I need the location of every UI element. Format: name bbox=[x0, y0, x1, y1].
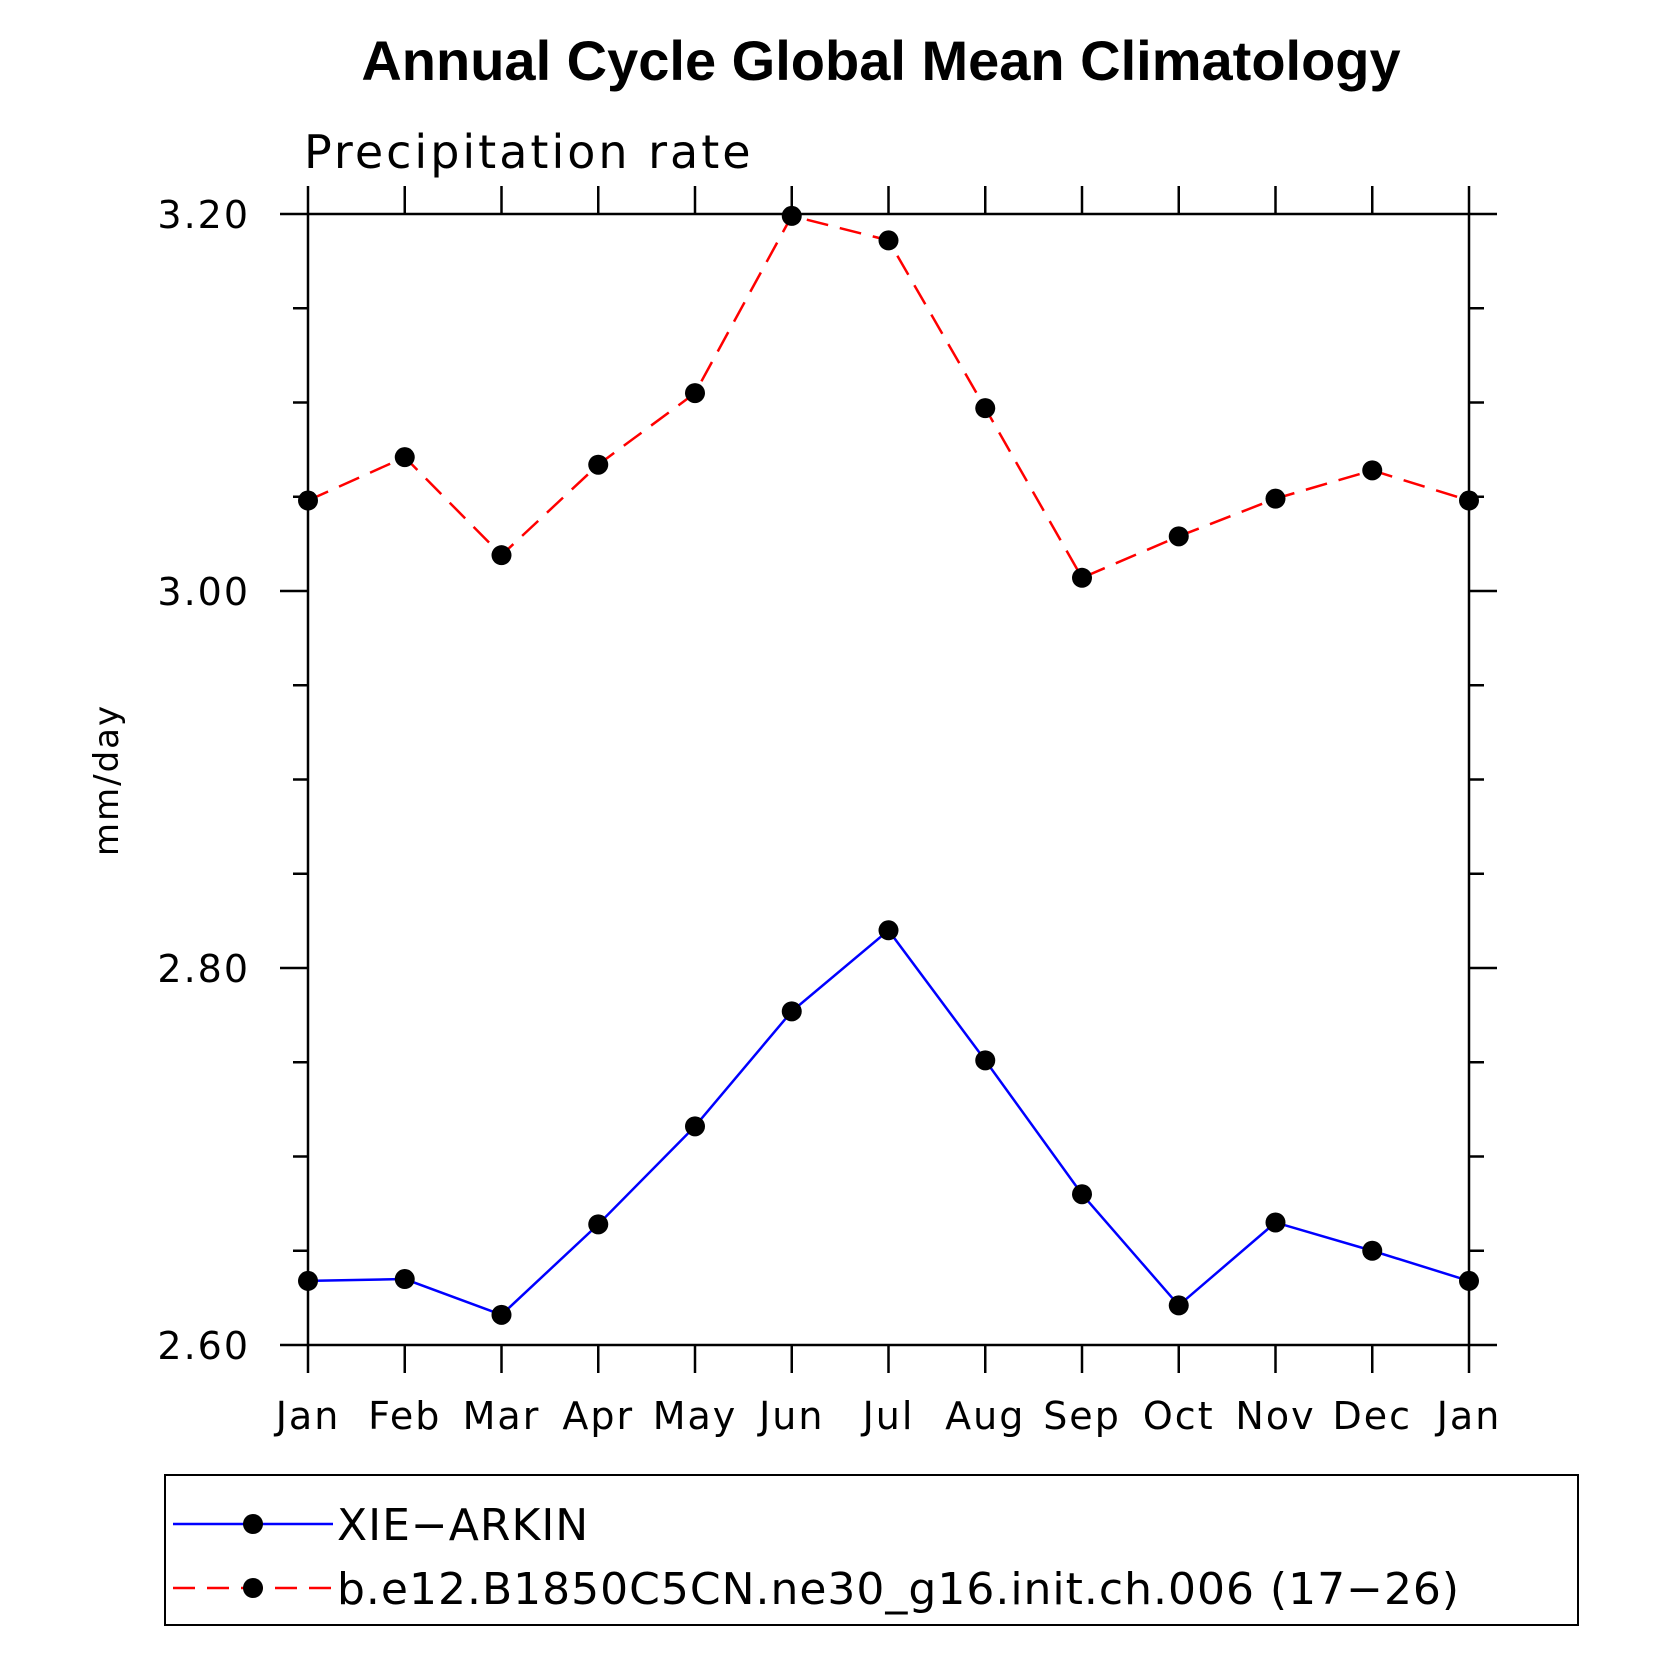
series-2-point bbox=[1168, 526, 1189, 547]
y-tick-labels: 2.60 2.80 3.00 3.20 bbox=[157, 193, 250, 1368]
y-tick-label: 3.20 bbox=[157, 193, 250, 237]
series-2-point bbox=[298, 490, 318, 511]
series-2-point bbox=[975, 398, 996, 419]
series-line-2 bbox=[307, 214, 1470, 580]
series-1-point bbox=[1265, 1212, 1286, 1233]
legend-entries: XIE−ARKIN b.e12.B1850C5CN.ne30_g16.init.c… bbox=[173, 1500, 1460, 1615]
series-1-point bbox=[1459, 1270, 1479, 1291]
series-1-point bbox=[1072, 1184, 1092, 1205]
series-2-point bbox=[1072, 567, 1092, 588]
series-1-point bbox=[1168, 1295, 1189, 1316]
chart-subtitle: Precipitation rate bbox=[304, 125, 754, 179]
x-tick-label: Oct bbox=[1143, 1394, 1215, 1438]
series-1-point bbox=[1362, 1240, 1383, 1261]
chart-title: Annual Cycle Global Mean Climatology bbox=[361, 29, 1400, 92]
y-tick-label: 2.80 bbox=[157, 947, 250, 991]
x-tick-label: Jan bbox=[1435, 1394, 1502, 1438]
x-tick-label: Feb bbox=[368, 1394, 441, 1438]
series-1-point bbox=[878, 920, 899, 941]
legend: XIE−ARKIN b.e12.B1850C5CN.ne30_g16.init.c… bbox=[164, 1474, 1579, 1626]
legend-marker-1 bbox=[243, 1514, 263, 1534]
series-2-point bbox=[1459, 490, 1479, 511]
series-1-point bbox=[975, 1050, 996, 1071]
series-1-point bbox=[588, 1214, 609, 1235]
plot-axes bbox=[280, 186, 1497, 1373]
series-layer bbox=[298, 205, 1479, 1325]
series-2-point bbox=[491, 545, 512, 566]
y-axis-label: mm/day bbox=[87, 704, 127, 856]
series-2-point bbox=[1265, 488, 1286, 509]
y-tick-label: 3.00 bbox=[157, 570, 250, 614]
series-1-point bbox=[298, 1270, 318, 1291]
x-tick-label: Aug bbox=[945, 1394, 1025, 1438]
series-2-point bbox=[1362, 460, 1383, 481]
x-tick-label: Jul bbox=[861, 1394, 915, 1438]
x-tick-label: Sep bbox=[1043, 1394, 1121, 1438]
series-2-point bbox=[685, 383, 705, 404]
y-tick-label: 2.60 bbox=[157, 1324, 250, 1368]
legend-marker-2 bbox=[243, 1578, 263, 1598]
series-line-1 bbox=[307, 928, 1470, 1317]
plot-frame bbox=[306, 212, 1471, 1347]
series-1-point bbox=[491, 1304, 512, 1325]
series-2-point bbox=[588, 454, 609, 475]
series-1-point bbox=[394, 1269, 415, 1290]
legend-box bbox=[164, 1474, 1579, 1626]
x-tick-label: Apr bbox=[562, 1394, 634, 1438]
series-1-point bbox=[685, 1116, 705, 1137]
x-tick-label: Jun bbox=[757, 1394, 824, 1438]
x-tick-label: Mar bbox=[463, 1394, 541, 1438]
x-tick-label: Nov bbox=[1235, 1394, 1315, 1438]
x-tick-labels: Jan Feb Mar Apr May Jun Jul Aug Sep Oct Nov Dec Jan bbox=[274, 1394, 1502, 1438]
x-tick-label: Jan bbox=[274, 1394, 341, 1438]
legend-label-1: XIE−ARKIN bbox=[337, 1500, 589, 1551]
series-2-point bbox=[781, 205, 802, 226]
series-2-point bbox=[878, 230, 899, 251]
series-1-point bbox=[781, 1001, 802, 1022]
series-2-point bbox=[394, 447, 415, 468]
legend-label-2: b.e12.B1850C5CN.ne30_g16.init.ch.006 (17… bbox=[337, 1564, 1460, 1615]
x-tick-label: Dec bbox=[1332, 1394, 1412, 1438]
x-tick-label: May bbox=[653, 1394, 738, 1438]
